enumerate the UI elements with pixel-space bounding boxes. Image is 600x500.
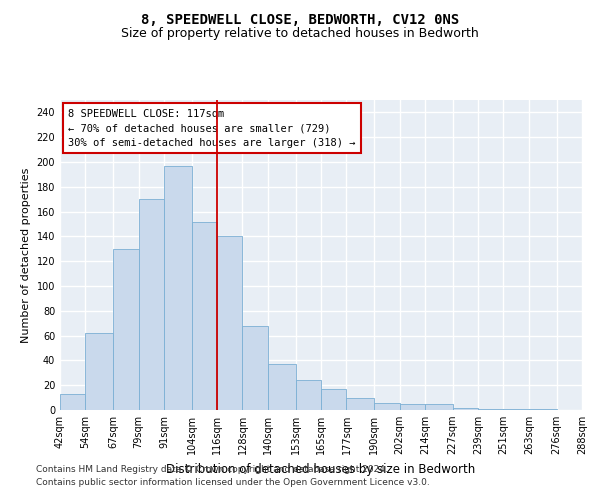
Bar: [164, 166, 191, 410]
Bar: [113, 249, 139, 410]
Bar: [296, 380, 321, 410]
Bar: [85, 333, 113, 410]
Bar: [529, 409, 557, 410]
Bar: [139, 199, 164, 410]
Text: Contains HM Land Registry data © Crown copyright and database right 2024.: Contains HM Land Registry data © Crown c…: [36, 466, 388, 474]
Bar: [217, 236, 242, 410]
Y-axis label: Number of detached properties: Number of detached properties: [21, 168, 31, 342]
Bar: [503, 409, 529, 410]
Bar: [242, 326, 268, 410]
Bar: [268, 364, 296, 410]
Bar: [478, 409, 503, 410]
Text: 8, SPEEDWELL CLOSE, BEDWORTH, CV12 0NS: 8, SPEEDWELL CLOSE, BEDWORTH, CV12 0NS: [141, 12, 459, 26]
Text: 8 SPEEDWELL CLOSE: 117sqm
← 70% of detached houses are smaller (729)
30% of semi: 8 SPEEDWELL CLOSE: 117sqm ← 70% of detac…: [68, 108, 356, 148]
Text: Contains public sector information licensed under the Open Government Licence v3: Contains public sector information licen…: [36, 478, 430, 487]
Bar: [321, 389, 346, 410]
Bar: [452, 408, 478, 410]
X-axis label: Distribution of detached houses by size in Bedworth: Distribution of detached houses by size …: [166, 462, 476, 475]
Bar: [425, 404, 452, 410]
Bar: [191, 222, 217, 410]
Bar: [346, 398, 374, 410]
Bar: [400, 404, 425, 410]
Bar: [374, 402, 400, 410]
Text: Size of property relative to detached houses in Bedworth: Size of property relative to detached ho…: [121, 28, 479, 40]
Bar: [60, 394, 85, 410]
